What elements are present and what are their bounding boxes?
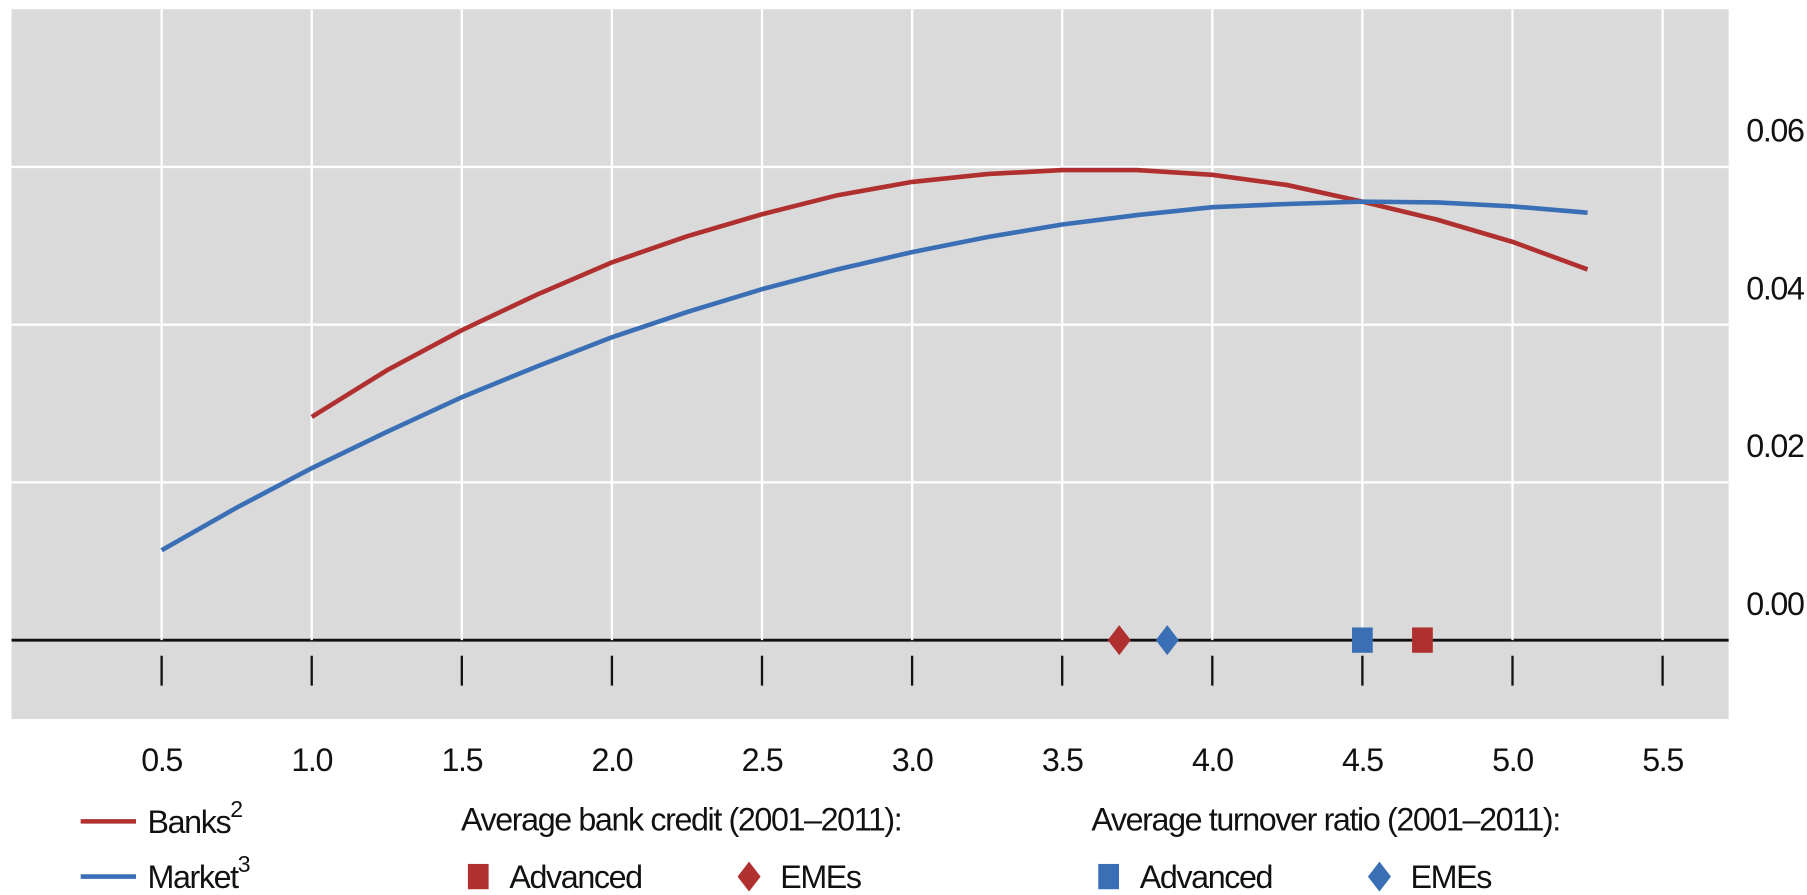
x-tick-label: 1.0 — [291, 742, 332, 778]
series-line — [310, 167, 1589, 419]
x-tick-label: 5.5 — [1642, 742, 1683, 778]
x-tick-label: 3.0 — [892, 742, 933, 778]
x-tick-label: 2.5 — [742, 742, 783, 778]
legend-marker — [737, 861, 761, 892]
legend-label: Banks2 — [148, 796, 243, 840]
legend-label: Advanced — [1140, 859, 1272, 895]
plot-background — [11, 9, 1729, 719]
legend-label: EMEs — [1411, 859, 1492, 895]
legend-group-title: Average bank credit (2001–2011): — [461, 802, 901, 838]
legend-label: Advanced — [509, 859, 641, 895]
legend-group-title: Average turnover ratio (2001–2011): — [1091, 802, 1559, 838]
y-tick-label: 0.00 — [1746, 586, 1804, 622]
legend-label: Market3 — [148, 851, 250, 895]
legend-marker — [1098, 863, 1120, 890]
legend-note: 2 — [230, 796, 242, 822]
marker — [1352, 627, 1373, 653]
legend-note: 3 — [238, 851, 250, 877]
x-tick-label: 4.0 — [1192, 742, 1233, 778]
y-tick-label: 0.06 — [1746, 113, 1804, 149]
series-line — [160, 199, 1588, 553]
x-tick-label: 0.5 — [141, 742, 182, 778]
x-tick-label: 4.5 — [1342, 742, 1383, 778]
legend-label: EMEs — [780, 859, 861, 895]
legend-marker — [1367, 861, 1391, 892]
y-tick-label: 0.04 — [1746, 270, 1804, 306]
x-tick-label: 5.0 — [1492, 742, 1533, 778]
legend-name: Market — [148, 859, 240, 895]
x-tick-label: 1.5 — [441, 742, 482, 778]
marker — [1412, 627, 1433, 653]
legend-name: Banks — [148, 804, 231, 840]
x-tick-label: 3.5 — [1042, 742, 1083, 778]
legend-marker — [467, 863, 489, 890]
marker — [1155, 625, 1179, 656]
y-tick-label: 0.02 — [1746, 428, 1804, 464]
x-tick-label: 2.0 — [592, 742, 633, 778]
